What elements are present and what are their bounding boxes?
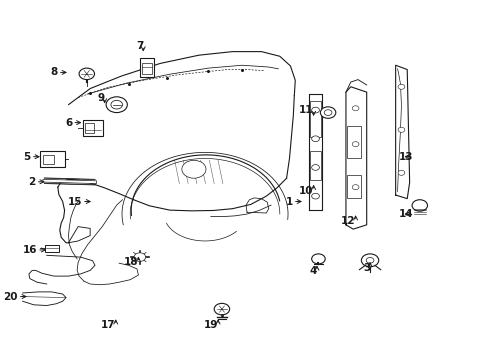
Text: 17: 17 xyxy=(101,320,116,330)
Circle shape xyxy=(366,257,373,263)
Text: 2: 2 xyxy=(28,177,36,187)
FancyBboxPatch shape xyxy=(346,175,360,198)
Text: 16: 16 xyxy=(22,245,37,255)
Circle shape xyxy=(311,107,319,113)
Text: 12: 12 xyxy=(341,216,355,226)
FancyBboxPatch shape xyxy=(83,120,103,136)
FancyBboxPatch shape xyxy=(309,151,321,180)
Circle shape xyxy=(311,254,325,264)
Text: 8: 8 xyxy=(50,67,58,77)
FancyBboxPatch shape xyxy=(85,123,94,133)
Circle shape xyxy=(106,97,127,113)
FancyBboxPatch shape xyxy=(43,154,54,164)
Text: 15: 15 xyxy=(67,197,82,207)
FancyBboxPatch shape xyxy=(346,126,360,158)
Text: 11: 11 xyxy=(299,105,313,115)
Text: 19: 19 xyxy=(203,320,218,330)
Text: 5: 5 xyxy=(23,152,31,162)
Text: 6: 6 xyxy=(65,118,72,128)
Circle shape xyxy=(111,100,122,109)
Text: 7: 7 xyxy=(136,41,143,50)
Circle shape xyxy=(397,84,404,89)
Circle shape xyxy=(182,160,205,178)
Circle shape xyxy=(351,106,358,111)
Circle shape xyxy=(214,303,229,315)
FancyBboxPatch shape xyxy=(40,151,64,167)
FancyBboxPatch shape xyxy=(45,244,59,252)
FancyBboxPatch shape xyxy=(309,101,321,137)
Circle shape xyxy=(351,185,358,190)
Circle shape xyxy=(411,200,427,211)
Circle shape xyxy=(320,107,335,118)
Text: 4: 4 xyxy=(309,266,316,276)
Circle shape xyxy=(397,127,404,132)
Text: 14: 14 xyxy=(398,209,413,219)
Circle shape xyxy=(351,141,358,147)
Circle shape xyxy=(324,110,331,116)
Text: 1: 1 xyxy=(285,197,292,207)
Circle shape xyxy=(311,165,319,170)
Text: 10: 10 xyxy=(299,186,313,196)
Text: 13: 13 xyxy=(398,152,413,162)
Circle shape xyxy=(134,253,145,261)
Circle shape xyxy=(397,170,404,175)
Text: 3: 3 xyxy=(362,263,369,273)
Circle shape xyxy=(361,254,378,267)
FancyBboxPatch shape xyxy=(142,63,152,74)
Circle shape xyxy=(311,193,319,199)
Circle shape xyxy=(311,136,319,141)
Text: 9: 9 xyxy=(97,93,104,103)
Circle shape xyxy=(79,68,94,80)
Text: 18: 18 xyxy=(123,257,138,267)
FancyBboxPatch shape xyxy=(140,58,154,77)
Text: 20: 20 xyxy=(3,292,18,302)
